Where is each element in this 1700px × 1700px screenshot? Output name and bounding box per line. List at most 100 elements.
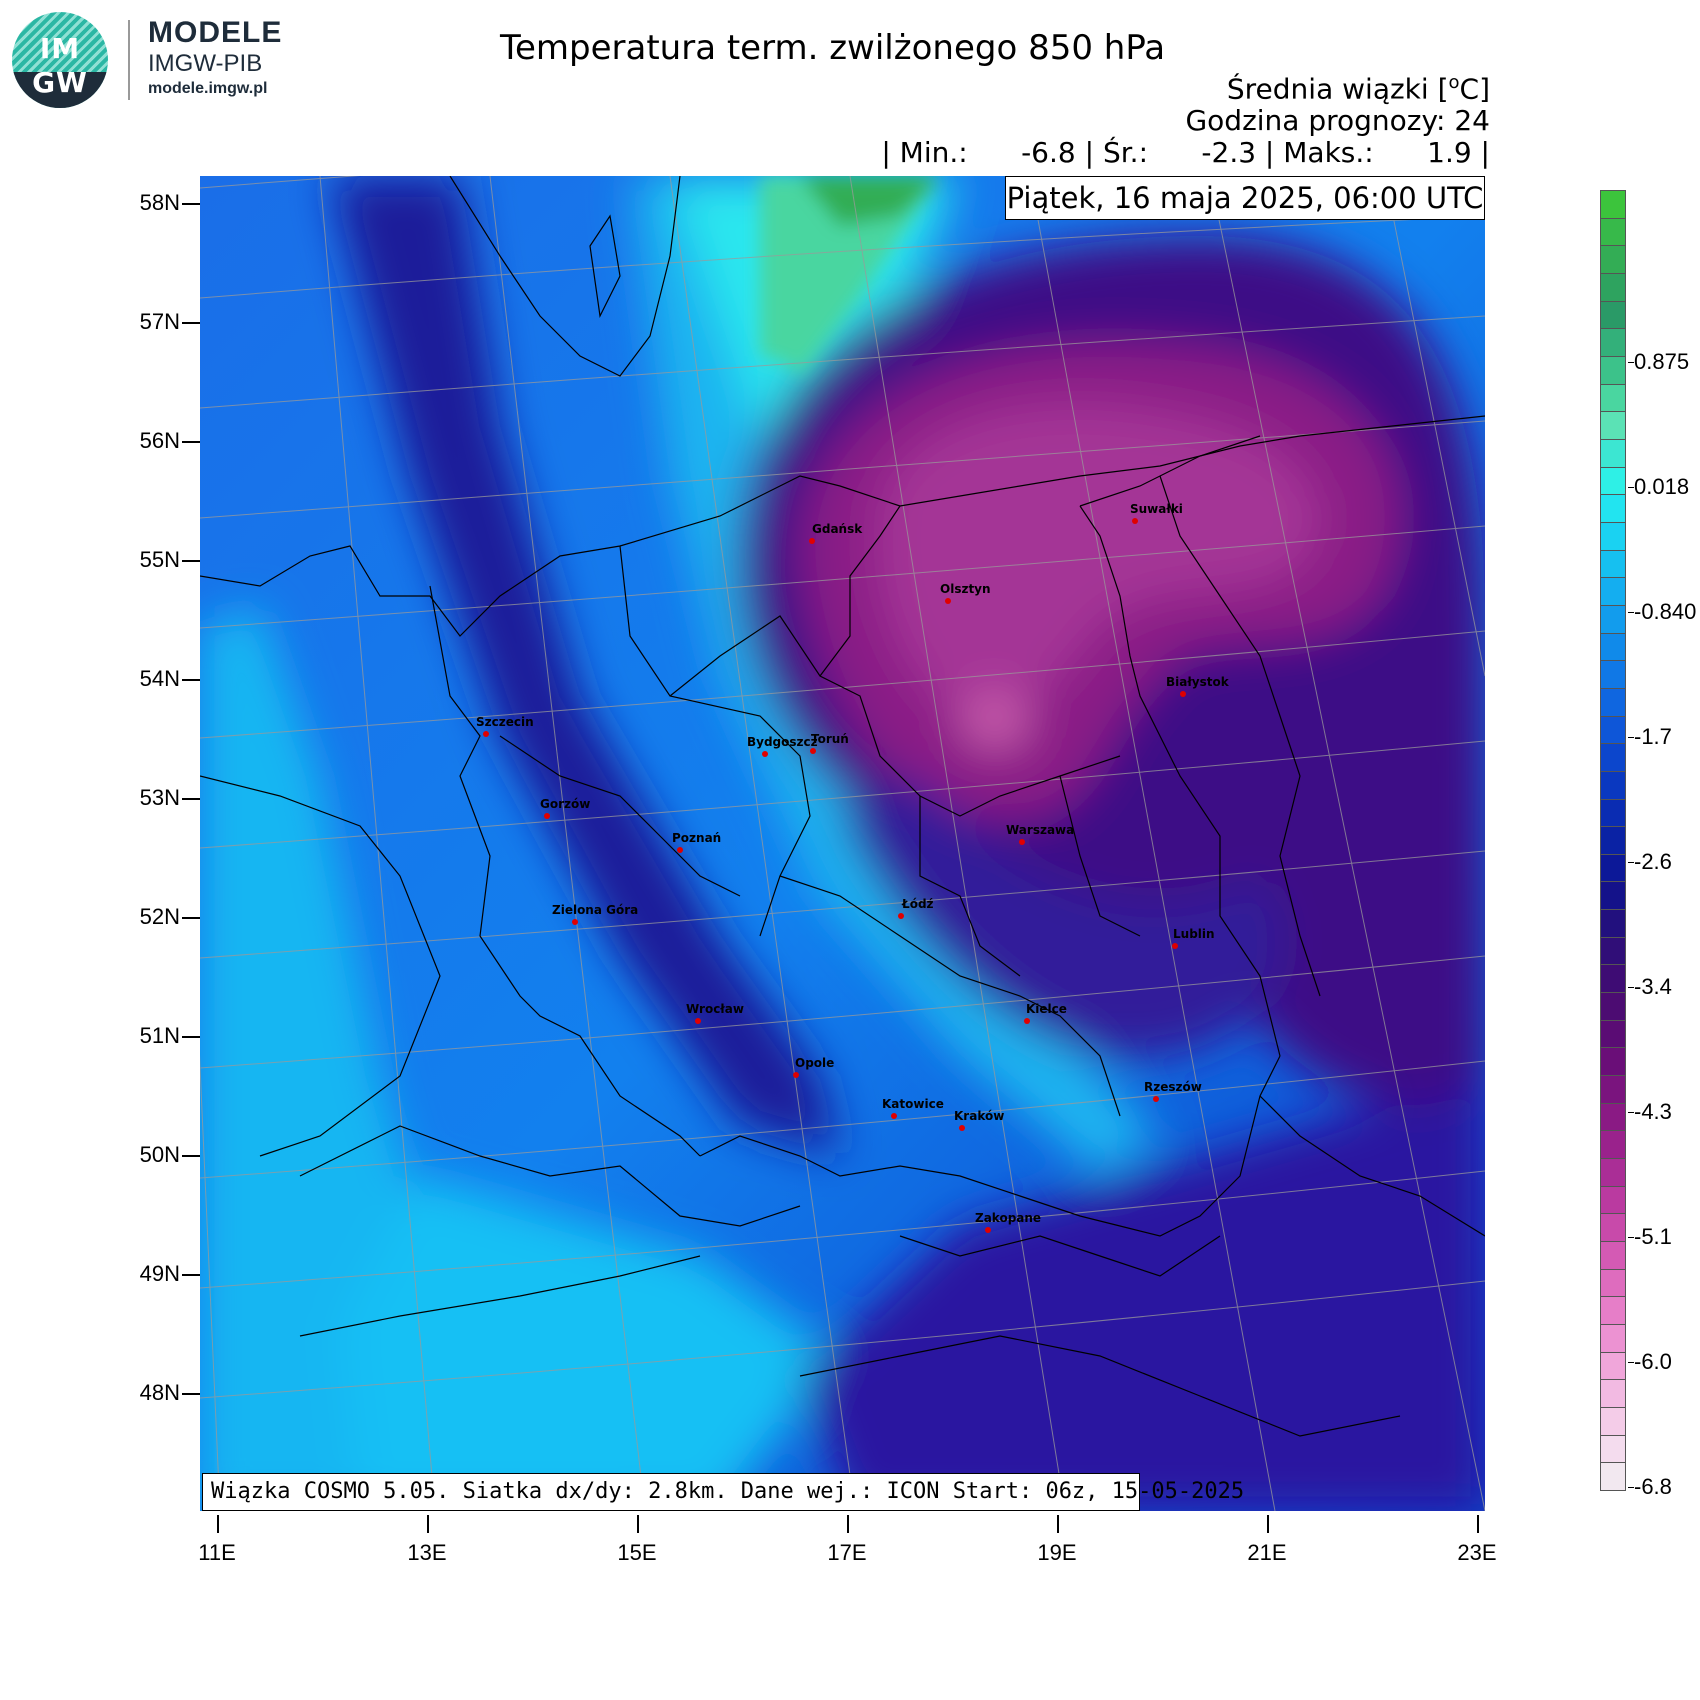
lithuania-border xyxy=(1079,435,1261,507)
logo-url: modele.imgw.pl xyxy=(148,80,268,97)
city-olsztyn: Olsztyn xyxy=(940,582,991,604)
lon-line xyxy=(1209,176,1485,1511)
city-opole: Opole xyxy=(793,1056,834,1078)
graticule xyxy=(200,176,1485,1511)
colorbar-label: -3.4 xyxy=(1634,974,1672,999)
colorbar-segment xyxy=(1600,826,1626,855)
lat-tick xyxy=(182,203,200,205)
logo-divider xyxy=(128,20,130,100)
lon-line xyxy=(849,176,1066,1511)
czechia-border xyxy=(299,1125,801,1227)
colorbar-segment xyxy=(1600,1185,1626,1215)
colorbar-segment xyxy=(1600,411,1626,440)
lon-line xyxy=(1029,176,1276,1511)
colorbar-label: -2.6 xyxy=(1634,849,1672,874)
lat-label: 50N xyxy=(139,1142,180,1167)
colorbar-segment xyxy=(1600,1047,1626,1077)
lat-label: 58N xyxy=(139,190,180,215)
city-torun: Toruń xyxy=(810,732,849,754)
voivodeship-2 xyxy=(669,615,1121,817)
colorbar-segment xyxy=(1600,549,1626,579)
lon-tick xyxy=(1477,1515,1479,1533)
poland-south-border xyxy=(699,1055,1281,1237)
colorbar-segment xyxy=(1600,715,1626,745)
lat-tick xyxy=(182,1155,200,1157)
lat-tick xyxy=(182,679,200,681)
model-info-box: Wiązka COSMO 5.05. Siatka dx/dy: 2.8km. … xyxy=(202,1473,1244,1511)
colorbar-segment xyxy=(1600,660,1626,689)
lat-line xyxy=(200,1060,1485,1179)
lat-line xyxy=(200,525,1485,629)
low-core xyxy=(878,404,1320,720)
lat-label: 56N xyxy=(139,428,180,453)
map-title: Temperatura term. zwilżonego 850 hPa xyxy=(500,28,1166,68)
belarus-border xyxy=(1159,475,1321,997)
colorbar-tick xyxy=(1628,1487,1634,1488)
city-label: Zakopane xyxy=(975,1211,1041,1225)
cities: Gdańsk Suwałki Olsztyn Białystok Szczeci… xyxy=(476,502,1230,1233)
colorbar-segment xyxy=(1600,1268,1626,1298)
colorbar-segment xyxy=(1600,466,1626,496)
city-zakopane: Zakopane xyxy=(975,1211,1041,1233)
colorbar-segment xyxy=(1600,909,1626,938)
lon-label: 21E xyxy=(1247,1540,1287,1565)
lat-tick xyxy=(182,322,200,324)
city-gdansk: Gdańsk xyxy=(809,522,863,544)
colorbar-segment xyxy=(1600,1102,1626,1132)
colorbar-segment xyxy=(1600,936,1626,966)
logo-bottom-text: GW xyxy=(32,66,88,99)
imgw-logo-icon: IM GW xyxy=(12,12,108,108)
colorbar-label: -5.1 xyxy=(1634,1224,1672,1249)
logo-title: MODELE xyxy=(148,16,283,49)
colorbar-label: -6.0 xyxy=(1634,1349,1672,1374)
indigo-trough xyxy=(330,176,840,1156)
city-szczecin: Szczecin xyxy=(476,715,534,737)
city-label: Olsztyn xyxy=(940,582,991,596)
colorbar-segment xyxy=(1600,190,1626,219)
cyan-band-south xyxy=(340,1176,840,1511)
city-label: Wrocław xyxy=(686,1002,744,1016)
colorbar-label: -0.840 xyxy=(1634,599,1697,624)
colorbar-segment xyxy=(1600,1130,1626,1160)
colorbar-segment xyxy=(1600,1296,1626,1326)
logo-lower-band xyxy=(12,71,108,108)
lon-tick xyxy=(637,1515,639,1533)
lat-tick xyxy=(182,441,200,443)
lat-tick xyxy=(182,560,200,562)
lon-tick xyxy=(847,1515,849,1533)
lon-tick xyxy=(1057,1515,1059,1533)
colorbar-segment xyxy=(1600,770,1626,800)
hungary-border xyxy=(799,1335,1401,1437)
lon-tick xyxy=(427,1515,429,1533)
lon-label: 15E xyxy=(617,1540,657,1565)
city-lodz: Łódź xyxy=(898,897,934,919)
forecast-hour: Godzina prognozy: 24 xyxy=(1185,104,1490,137)
city-bydgoszcz: Bydgoszcz xyxy=(747,735,818,757)
colorbar-segment xyxy=(1600,604,1626,634)
lat-line xyxy=(200,315,1485,409)
city-label: Bydgoszcz xyxy=(747,735,818,749)
lon-tick xyxy=(217,1515,219,1533)
temperature-map: Gdańsk Suwałki Olsztyn Białystok Szczeci… xyxy=(200,176,1485,1511)
city-label: Szczecin xyxy=(476,715,534,729)
lon-line xyxy=(489,176,646,1511)
colorbar-segment xyxy=(1600,743,1626,772)
colorbar-segment xyxy=(1600,383,1626,413)
lon-label: 19E xyxy=(1037,1540,1077,1565)
slovakia-border xyxy=(899,1235,1221,1277)
city-lublin: Lublin xyxy=(1172,927,1215,949)
lon-line xyxy=(669,176,856,1511)
voivodeship-4 xyxy=(779,875,1121,1117)
colorbar-segment xyxy=(1600,1462,1626,1491)
colorbar-segment xyxy=(1600,300,1626,330)
colorbar-tick xyxy=(1628,862,1634,863)
lat-label: 57N xyxy=(139,309,180,334)
colorbar-tick xyxy=(1628,487,1634,488)
gotland xyxy=(589,214,621,318)
green-jet-core xyxy=(760,176,940,376)
degree-symbol: o xyxy=(1448,72,1460,93)
logo-org: IMGW-PIB xyxy=(148,50,263,77)
lat-line xyxy=(200,1280,1485,1399)
valid-time-box: Piątek, 16 maja 2025, 06:00 UTC xyxy=(1005,176,1485,220)
colorbar-segment xyxy=(1600,1075,1626,1104)
